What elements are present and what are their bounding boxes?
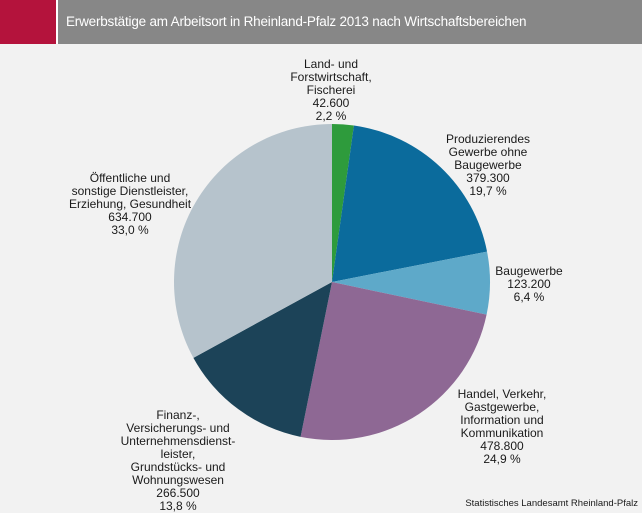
slice-finanz-versicherung	[193, 282, 332, 437]
header-bar	[58, 0, 642, 44]
label-line: sonstige Dienstleister,	[71, 184, 189, 198]
label-line: Land- und	[303, 57, 359, 71]
slice-value: 478.800	[480, 439, 524, 453]
label-line: Produzierendes	[445, 132, 531, 146]
label-line: Handel, Verkehr,	[457, 387, 547, 401]
slice-percent: 2,2 %	[315, 109, 347, 123]
slice-land-forstwirtschaft	[332, 124, 354, 282]
slice-baugewerbe	[332, 251, 490, 315]
slice-label-finanz-versicherung: Finanz-, Versicherungs- und Unternehmens…	[108, 409, 248, 513]
slice-percent: 33,0 %	[111, 223, 149, 237]
header-accent-block	[0, 0, 56, 44]
slice-handel-verkehr	[300, 282, 487, 440]
label-line: Versicherungs- und	[126, 421, 230, 435]
label-line: leister,	[160, 447, 196, 461]
label-line: Baugewerbe	[495, 264, 563, 278]
slice-oeffentliche-dienstleister	[174, 124, 332, 358]
label-line: Unternehmensdienst-	[120, 434, 236, 448]
label-line: Öffentliche und	[89, 171, 171, 185]
label-line: Gastgewerbe,	[464, 400, 540, 414]
slice-percent: 24,9 %	[483, 452, 521, 466]
label-line: Fischerei	[306, 83, 356, 97]
label-line: Forstwirtschaft,	[290, 70, 372, 84]
slice-value: 123.200	[507, 277, 551, 291]
source-note: Statistisches Landesamt Rheinland-Pfalz	[465, 498, 638, 509]
slice-percent: 6,4 %	[513, 290, 545, 304]
slice-value: 42.600	[312, 96, 350, 110]
slice-percent: 13,8 %	[159, 499, 197, 513]
slice-label-oeffentliche-dienstleister: Öffentliche und sonstige Dienstleister, …	[58, 172, 202, 237]
slice-label-baugewerbe: Baugewerbe 123.200 6,4 %	[490, 265, 568, 304]
label-line: Baugewerbe	[454, 158, 522, 172]
slice-label-land-forstwirtschaft: Land- und Forstwirtschaft, Fischerei 42.…	[286, 58, 376, 123]
slice-percent: 19,7 %	[469, 184, 507, 198]
label-line: Finanz-,	[156, 408, 200, 422]
label-line: Erziehung, Gesundheit	[68, 197, 192, 211]
label-line: Information und	[460, 413, 544, 427]
chart-title: Erwerbstätige am Arbeitsort in Rheinland…	[66, 14, 527, 29]
label-line: Wohnungswesen	[132, 473, 224, 487]
label-line: Kommunikation	[460, 426, 544, 440]
slice-value: 266.500	[156, 486, 200, 500]
slice-produzierendes-gewerbe	[332, 125, 488, 283]
slice-value: 634.700	[108, 210, 152, 224]
slice-value: 379.300	[466, 171, 510, 185]
slice-label-handel-verkehr: Handel, Verkehr, Gastgewerbe, Informatio…	[447, 388, 557, 466]
slice-label-produzierendes-gewerbe: Produzierendes Gewerbe ohne Baugewerbe 3…	[433, 133, 543, 198]
label-line: Gewerbe ohne	[448, 145, 528, 159]
label-line: Grundstücks- und	[130, 460, 226, 474]
